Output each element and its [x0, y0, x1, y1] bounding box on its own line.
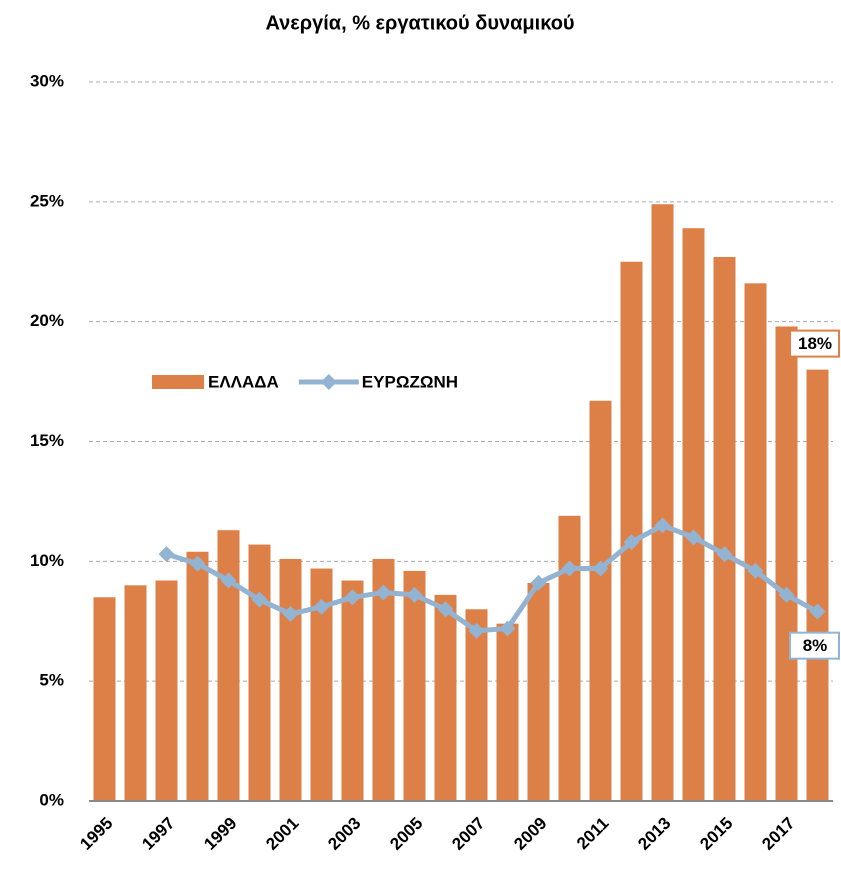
marker [778, 586, 795, 603]
data-label: 8% [803, 636, 828, 655]
x-tick-label: 2017 [758, 814, 798, 854]
marker [747, 562, 764, 579]
bar [496, 623, 519, 801]
marker [592, 560, 609, 577]
x-tick-label: 2005 [386, 814, 426, 854]
x-tick-label: 2011 [573, 814, 613, 854]
marker [189, 555, 206, 572]
bar [682, 228, 705, 802]
marker [406, 586, 423, 603]
bar [279, 558, 302, 801]
bar [620, 261, 643, 801]
x-tick-label: 2001 [262, 814, 302, 854]
bar [217, 530, 240, 801]
legend-label: ΕΥΡΩΖΩΝΗ [362, 372, 458, 391]
y-tick-label: 25% [30, 191, 64, 210]
x-tick-label: 2007 [448, 814, 488, 854]
y-tick-label: 5% [39, 671, 64, 690]
x-tick-label: 1999 [200, 814, 240, 854]
bar [806, 369, 829, 801]
bar [713, 256, 736, 801]
marker [344, 589, 361, 606]
y-tick-label: 30% [30, 71, 64, 90]
marker [251, 591, 268, 608]
legend-swatch [152, 375, 204, 389]
marker [654, 517, 671, 534]
bar [527, 582, 550, 801]
marker [282, 606, 299, 623]
bar [744, 283, 767, 801]
marker [375, 584, 392, 601]
marker [437, 601, 454, 618]
bar [310, 568, 333, 801]
y-tick-label: 0% [39, 790, 64, 809]
bar [775, 326, 798, 801]
marker [623, 534, 640, 551]
marker [158, 546, 175, 563]
bar [558, 515, 581, 801]
legend-label: ΕΛΛΑΔΑ [208, 372, 279, 391]
y-tick-label: 20% [30, 311, 64, 330]
marker [220, 572, 237, 589]
bar [248, 544, 271, 801]
bar [93, 597, 116, 801]
marker [468, 622, 485, 639]
bar [589, 400, 612, 801]
bar [465, 609, 488, 801]
x-tick-label: 2009 [510, 814, 550, 854]
y-tick-label: 15% [30, 431, 64, 450]
x-tick-label: 1997 [138, 814, 178, 854]
marker [685, 529, 702, 546]
bar [434, 594, 457, 801]
bar [155, 580, 178, 801]
x-tick-label: 2015 [696, 814, 736, 854]
data-label: 18% [798, 334, 832, 353]
bar [651, 204, 674, 802]
bar [341, 580, 364, 801]
data-label-box [789, 631, 840, 660]
x-tick-label: 2003 [324, 814, 364, 854]
data-label-box [789, 329, 840, 358]
marker [313, 598, 330, 615]
bar [372, 558, 395, 801]
chart-title: Ανεργία, % εργατικού δυναμικού [265, 12, 574, 34]
bar [124, 585, 147, 801]
line [165, 522, 819, 634]
x-tick-label: 2013 [634, 814, 674, 854]
y-tick-label: 10% [30, 551, 64, 570]
marker [809, 603, 826, 620]
marker [716, 546, 733, 563]
bar [186, 551, 209, 801]
marker [530, 574, 547, 591]
marker [499, 620, 516, 637]
x-tick-label: 1995 [76, 814, 116, 854]
bar [403, 570, 426, 801]
legend-marker [320, 374, 337, 390]
marker [561, 560, 578, 577]
